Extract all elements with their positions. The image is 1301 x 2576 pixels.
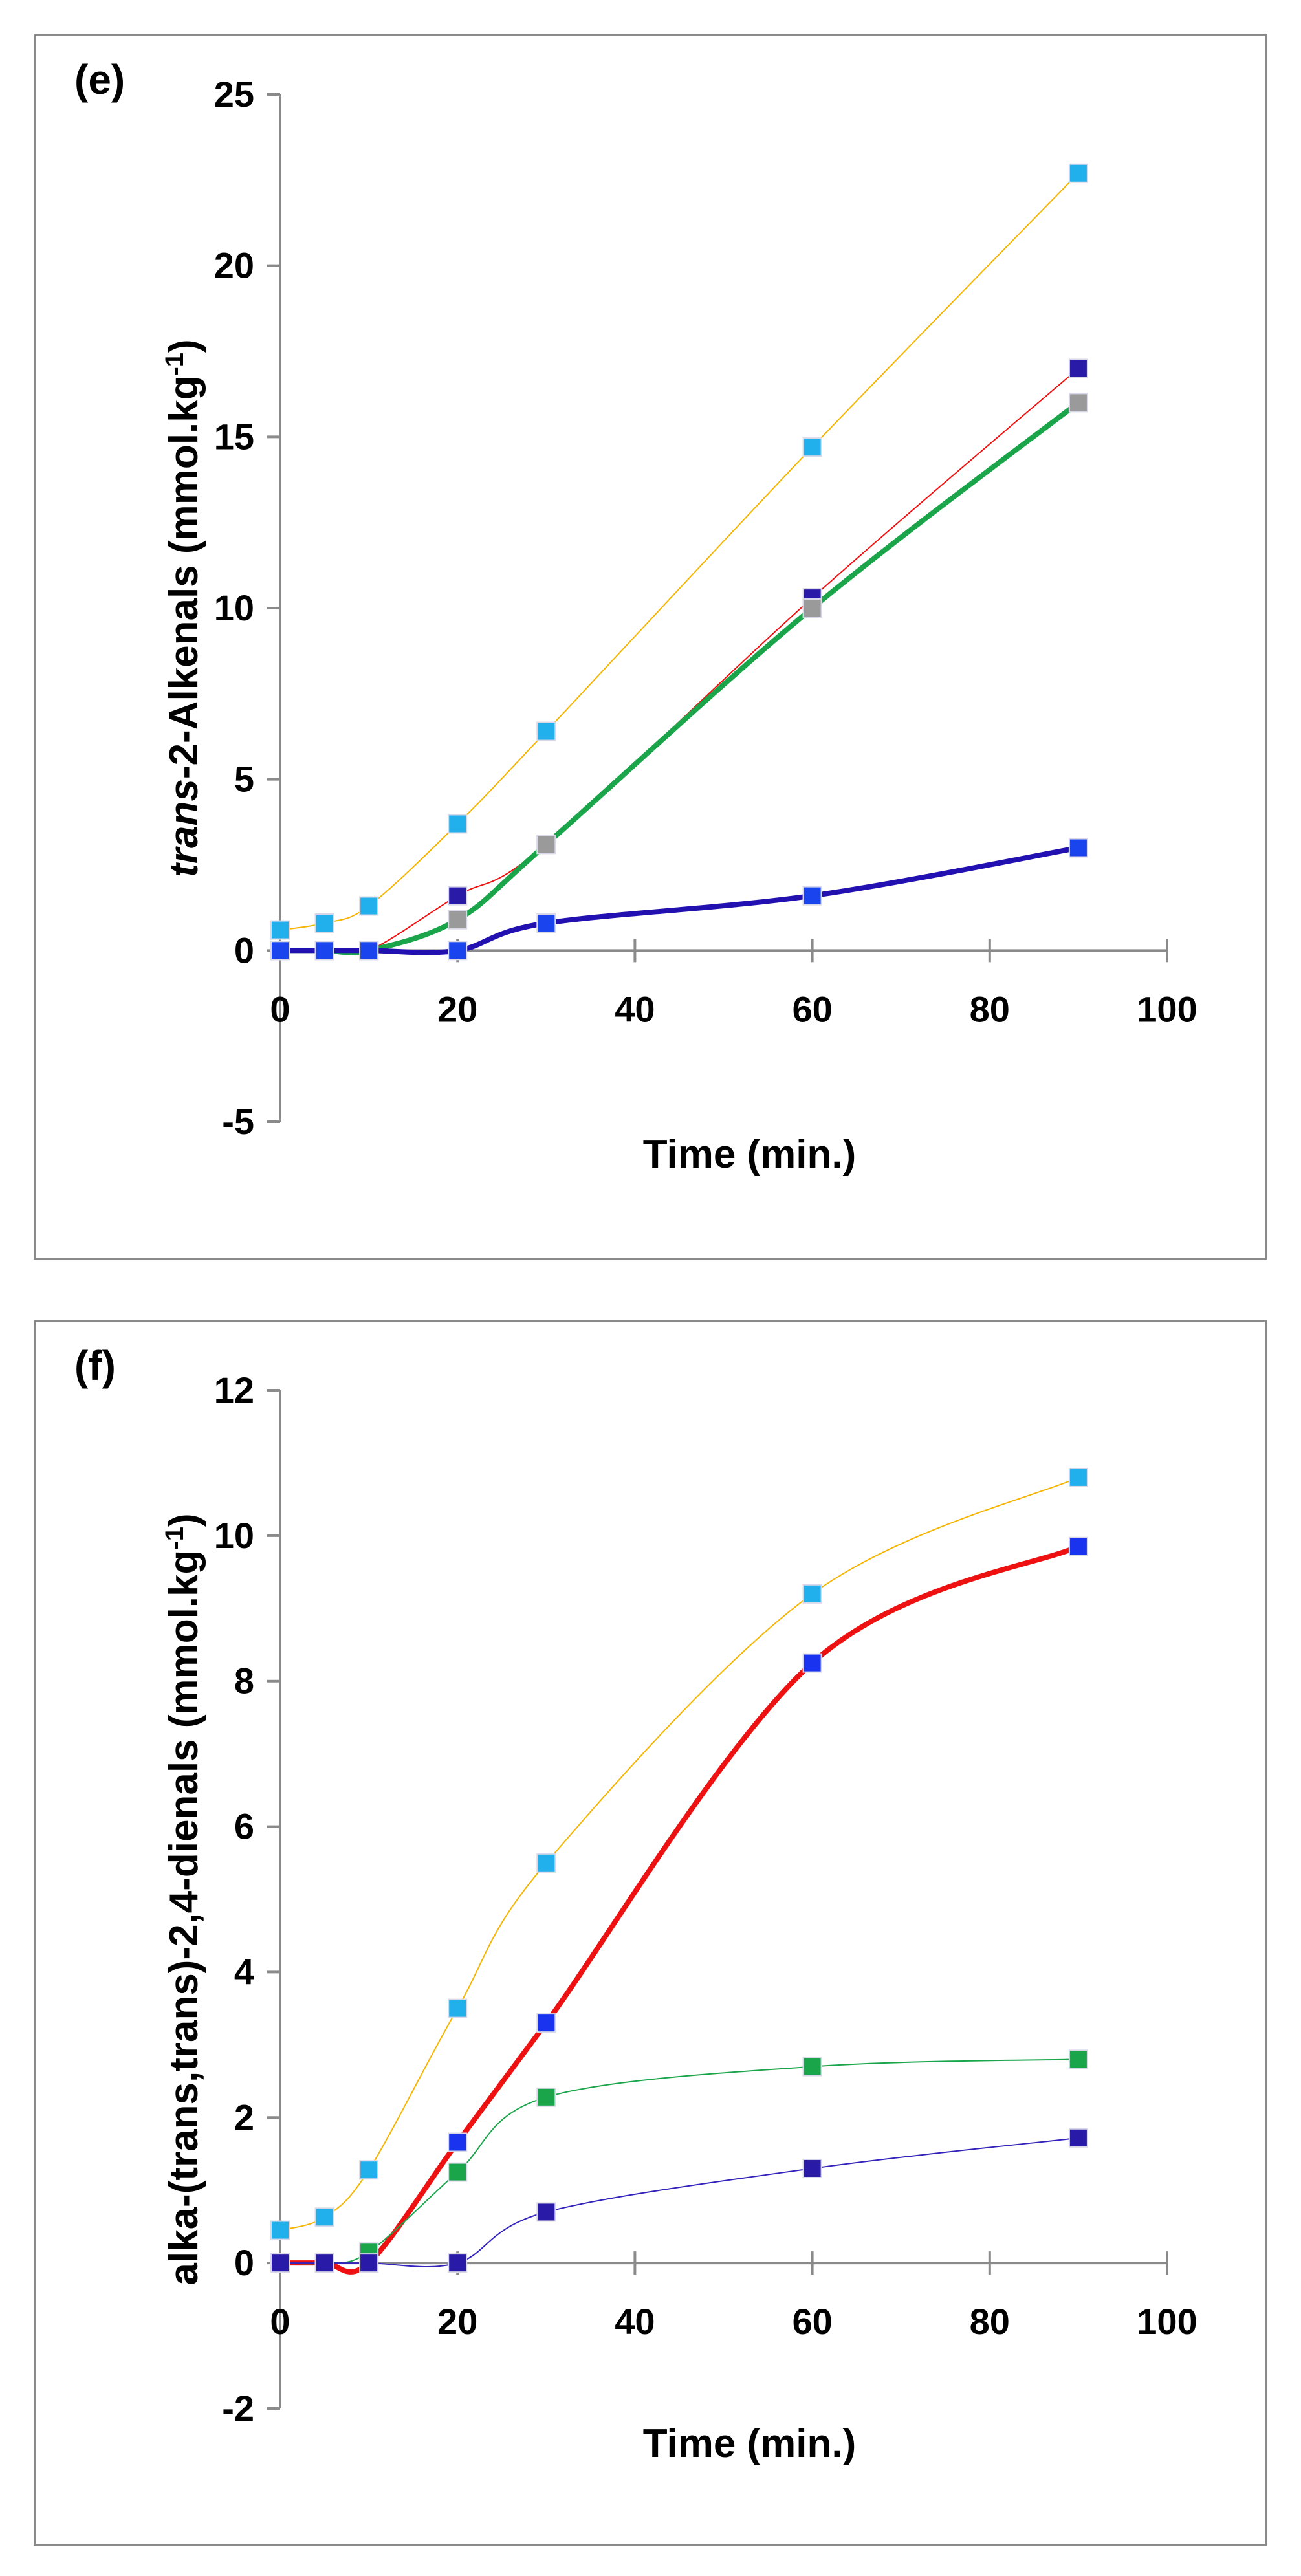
chart-e-series-2-point-5: [802, 598, 822, 618]
chart-e-series-2-point-4: [536, 835, 556, 855]
chart-e-series-3-point-1: [314, 941, 334, 961]
chart-f-series-3-point-0: [270, 2253, 290, 2273]
chart-f-svg: (f) -2 0 2 4 6 8 10 12 0 20 40 60 80 100 Time (min.) alk…: [74, 1342, 1197, 2466]
chart-e-series-0-point-0: [270, 920, 290, 940]
chart-f-y-axis-title-text: alka-(trans,trans)-2,4-dienals (mmol.kg: [162, 1550, 206, 2286]
chart-f-y-tick-label-4: 6: [234, 1806, 254, 1847]
chart-f-series-0-point-5: [802, 1584, 822, 1604]
chart-e-series-0-point-5: [802, 437, 822, 457]
chart-e-series-0-point-3: [448, 814, 468, 834]
chart-e-series-3-point-2: [359, 941, 379, 961]
chart-f-x-tick-label-2: 40: [615, 2301, 655, 2342]
chart-f-y-axis-title-close: ): [162, 1513, 206, 1527]
chart-e-y-tick-label-5: 20: [214, 245, 254, 286]
chart-e-series-3-point-6: [1068, 838, 1088, 858]
chart-e-x-tick-label-0: 0: [270, 988, 290, 1029]
chart-e-series-2-point-3: [448, 910, 468, 930]
chart-e-series-3-line: [278, 845, 1081, 955]
chart-f-x-tick-label-0: 0: [270, 2301, 290, 2342]
chart-f-y-axis-title: alka-(trans,trans)-2,4-dienals (mmol.kg-…: [160, 1513, 206, 2285]
chart-f-series-1-point-6: [1068, 1536, 1088, 1556]
chart-f-series-3-line: [279, 2137, 1079, 2267]
chart-e-x-tick-label-3: 60: [792, 988, 832, 1029]
chart-e-y-axis-title-italic: trans: [162, 779, 206, 877]
chart-e-series-1-point-3: [448, 886, 468, 906]
chart-f-series-1-point-3: [448, 2132, 468, 2152]
chart-f-x-axis-title: Time (min.): [643, 2421, 857, 2466]
chart-e-y-axis-title-sup: -1: [160, 353, 189, 376]
chart-f-panel-label: (f): [74, 1342, 116, 1389]
chart-f-series-2-point-5: [802, 2057, 822, 2077]
chart-f-series-1-point-5: [802, 1653, 822, 1673]
chart-e-panel-label: (e): [74, 56, 125, 103]
chart-f-x-tick-label-3: 60: [792, 2301, 832, 2342]
chart-f-series-2-point-3: [448, 2162, 468, 2182]
chart-e-series-3-point-0: [270, 941, 290, 961]
chart-e-series-1-point-6: [1068, 358, 1088, 378]
chart-f-series-2-line: [279, 2058, 1079, 2265]
chart-f-x-tick-label-4: 80: [970, 2301, 1010, 2342]
chart-e-series-0-line: [279, 172, 1079, 931]
chart-e-series-3-point-4: [536, 913, 556, 933]
chart-f-x-tick-label-5: 100: [1137, 2301, 1197, 2342]
chart-f-series-1-line: [278, 1544, 1081, 2275]
chart-f-series-0-line: [279, 1476, 1079, 2231]
chart-e-y-tick-label-0: -5: [222, 1101, 254, 1142]
chart-e-y-tick-label-6: 25: [214, 74, 254, 115]
chart-e-series-3-point-5: [802, 886, 822, 906]
chart-f-series-0-point-6: [1068, 1467, 1088, 1487]
chart-f-y-tick-label-0: -2: [222, 2388, 254, 2429]
chart-f-y-tick-label-3: 4: [234, 1951, 254, 1992]
chart-f-series-3-point-5: [802, 2158, 822, 2178]
chart-f-y-tick-label-6: 10: [214, 1515, 254, 1556]
chart-f-series-2-point-6: [1068, 2049, 1088, 2069]
chart-f-series-3-point-6: [1068, 2128, 1088, 2148]
chart-f-series-0-point-0: [270, 2220, 290, 2240]
chart-e-y-tick-label-1: 0: [234, 930, 254, 970]
chart-f-series-2-point-4: [536, 2087, 556, 2107]
chart-e-x-axis-title: Time (min.): [643, 1132, 857, 1177]
chart-f-series-0-point-3: [448, 1998, 468, 2018]
chart-e-y-axis-title-close: ): [162, 339, 206, 353]
chart-e-series-0-point-1: [314, 913, 334, 933]
chart-e-y-tick-label-4: 15: [214, 416, 254, 457]
chart-f-y-tick-label-5: 8: [234, 1661, 254, 1701]
chart-f-series-3-point-4: [536, 2202, 556, 2222]
chart-f-y-tick-label-7: 12: [214, 1370, 254, 1410]
chart-e-y-tick-label-3: 10: [214, 587, 254, 628]
chart-e-series-0-point-6: [1068, 163, 1088, 183]
chart-f-series-3-point-1: [314, 2253, 334, 2273]
chart-e-svg: (e) -5 0 5 10 15 20 25 0 20 40 60 80 100 Time (min.) tr…: [74, 56, 1197, 1177]
chart-f-series-0-point-1: [314, 2207, 334, 2227]
chart-panel-f: (f) -2 0 2 4 6 8 10 12 0 20 40 60 80 100 Time (min.) alk…: [34, 1320, 1267, 2546]
chart-e-x-tick-label-2: 40: [615, 988, 655, 1029]
chart-f-series-3-point-3: [448, 2253, 468, 2273]
chart-panel-e: (e) -5 0 5 10 15 20 25 0 20 40 60 80 100 Time (min.) tr…: [34, 34, 1267, 1260]
chart-e-x-tick-label-4: 80: [970, 988, 1010, 1029]
chart-e-x-tick-label-5: 100: [1137, 988, 1197, 1029]
chart-e-y-axis-title: trans-2-Alkenals (mmol.kg-1): [160, 339, 206, 877]
chart-f-series-0-point-2: [359, 2160, 379, 2180]
chart-f-x-tick-label-1: 20: [437, 2301, 477, 2342]
chart-e-y-axis-title-text: -2-Alkenals (mmol.kg: [162, 376, 206, 780]
chart-e-series-2-point-6: [1068, 393, 1088, 413]
chart-e-series-0-point-4: [536, 721, 556, 741]
chart-e-x-tick-label-1: 20: [437, 988, 477, 1029]
chart-f-series-0-point-4: [536, 1853, 556, 1873]
chart-e-series-0-point-2: [359, 896, 379, 916]
chart-f-y-tick-label-2: 2: [234, 2097, 254, 2137]
chart-e-series-1-line: [279, 367, 1079, 955]
chart-f-series-3-point-2: [359, 2253, 379, 2273]
chart-f-series-1-point-4: [536, 2013, 556, 2033]
chart-f-y-tick-label-1: 0: [234, 2242, 254, 2283]
chart-e-y-tick-label-2: 5: [234, 759, 254, 800]
chart-e-series-3-point-3: [448, 941, 468, 961]
chart-f-y-axis-title-sup: -1: [160, 1527, 189, 1550]
